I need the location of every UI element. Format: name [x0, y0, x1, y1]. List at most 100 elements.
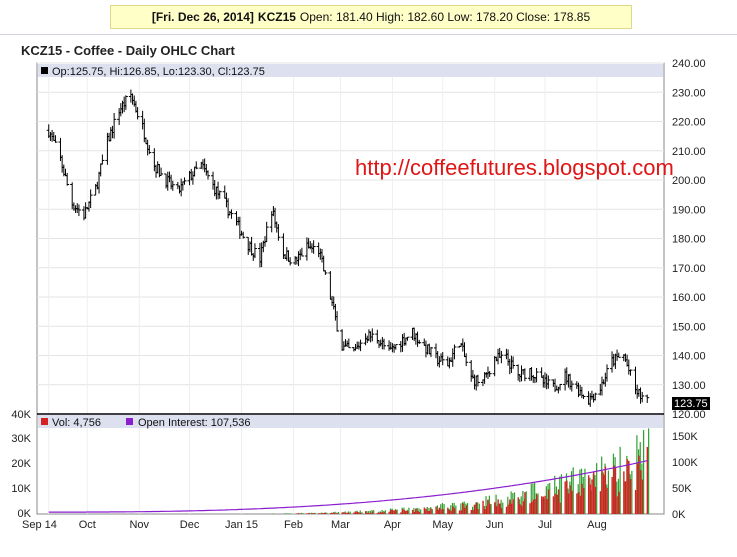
- volume-bar: [567, 493, 570, 514]
- price-axis-tick-label: 230.00: [672, 87, 706, 99]
- volume-bar: [329, 513, 332, 514]
- time-axis-tick-label: Jan 15: [225, 519, 258, 531]
- volume-axis-tick-label: 0K: [18, 508, 32, 520]
- oi-change-bar: [381, 509, 383, 514]
- volume-bar: [541, 496, 543, 514]
- volume-bar: [427, 510, 429, 514]
- volume-bar: [359, 512, 362, 514]
- oi-change-bar: [530, 483, 532, 514]
- volume-bar: [442, 508, 444, 514]
- volume-bar: [582, 488, 585, 514]
- volume-bar: [306, 513, 308, 514]
- price-axis-tick-label: 240.00: [672, 58, 706, 70]
- open-interest-axis-tick-label: 50K: [672, 483, 692, 495]
- volume-bar: [639, 470, 642, 514]
- volume-bar: [356, 511, 359, 514]
- oi-change-bar: [302, 513, 304, 514]
- oi-change-bar: [534, 481, 536, 514]
- volume-bar: [353, 512, 355, 514]
- volume-bar: [321, 513, 323, 514]
- volume-bar: [470, 510, 473, 514]
- oi-change-bar: [441, 503, 444, 514]
- oi-change-bar: [525, 491, 527, 514]
- oi-change-bar: [477, 502, 479, 514]
- volume-bar: [603, 474, 605, 514]
- volume-bar: [509, 499, 511, 514]
- oi-change-bar: [440, 504, 442, 514]
- price-axis-tick-label: 150.00: [672, 321, 706, 333]
- chart-title: KCZ15 - Coffee - Daily OHLC Chart: [21, 43, 235, 58]
- volume-bar: [566, 480, 568, 514]
- oi-change-bar: [643, 430, 645, 514]
- volume-legend-swatch: [41, 418, 48, 425]
- oi-change-bar: [495, 494, 497, 514]
- quote-values: Open: 181.40 High: 182.60 Low: 178.20 Cl…: [299, 10, 591, 24]
- volume-bar: [510, 503, 513, 514]
- volume-axis-tick-label: 10K: [11, 483, 31, 495]
- oi-change-bar: [579, 469, 581, 514]
- volume-bar: [366, 513, 369, 514]
- volume-legend-bar: [38, 415, 663, 428]
- oi-change-bar: [284, 513, 286, 514]
- oi-change-bar: [408, 507, 410, 514]
- oi-change-bar: [510, 491, 512, 514]
- volume-bar: [559, 502, 561, 514]
- volume-bar: [413, 511, 416, 514]
- oi-change-bar: [420, 509, 422, 514]
- volume-bar: [591, 479, 593, 514]
- volume-bar: [393, 510, 395, 514]
- oi-change-bar: [326, 512, 328, 514]
- volume-bar: [529, 503, 531, 514]
- volume-bar: [638, 455, 640, 514]
- volume-bar: [452, 506, 454, 514]
- volume-bar: [406, 510, 409, 514]
- oi-change-bar: [287, 513, 289, 514]
- volume-bar: [430, 508, 432, 514]
- quote-symbol: KCZ15: [257, 10, 296, 24]
- volume-bar: [500, 508, 503, 514]
- time-axis-tick-label: Oct: [79, 519, 96, 531]
- volume-bar: [341, 512, 343, 514]
- volume-bar: [522, 501, 524, 514]
- oi-change-bar: [631, 470, 633, 514]
- price-legend-text: Op:125.75, Hi:126.85, Lo:123.30, Cl:123.…: [52, 66, 265, 78]
- volume-bar: [485, 505, 488, 514]
- volume-bar: [507, 504, 509, 514]
- open-interest-legend-text: Open Interest: 107,536: [138, 417, 251, 429]
- volume-bar: [636, 463, 638, 514]
- volume-axis-tick-label: 40K: [11, 409, 31, 421]
- oi-change-bar: [549, 482, 551, 514]
- price-axis-tick-label: 220.00: [672, 117, 706, 129]
- volume-bar: [415, 508, 417, 514]
- time-axis-tick-label: Feb: [284, 519, 303, 531]
- volume-bar: [497, 499, 499, 514]
- time-axis-tick-label: Jun: [486, 519, 504, 531]
- oi-change-bar: [373, 510, 375, 514]
- volume-bar: [557, 489, 560, 514]
- oi-change-bar: [500, 499, 502, 514]
- volume-bar: [391, 509, 394, 514]
- volume-bar: [380, 512, 382, 514]
- volume-bar: [319, 513, 322, 514]
- volume-bar: [564, 481, 566, 514]
- volume-bar: [611, 477, 613, 514]
- volume-bar: [440, 509, 442, 514]
- volume-bar: [576, 493, 578, 514]
- oi-change-bar: [289, 513, 291, 514]
- oi-change-bar: [502, 502, 504, 514]
- time-axis-tick-label: Apr: [384, 519, 401, 531]
- volume-bar: [437, 509, 439, 514]
- volume-bar: [556, 494, 558, 514]
- price-legend-bar: [38, 64, 663, 77]
- volume-bar: [333, 512, 335, 514]
- volume-bar: [324, 512, 327, 514]
- last-price-box: [672, 397, 710, 410]
- volume-bar: [606, 487, 608, 514]
- oi-change-bar: [349, 511, 351, 514]
- volume-bar: [646, 446, 649, 514]
- volume-bar: [626, 459, 628, 514]
- oi-change-bar: [485, 496, 487, 514]
- volume-bar: [401, 509, 404, 514]
- volume-bar: [587, 475, 590, 514]
- oi-change-bar: [490, 504, 492, 514]
